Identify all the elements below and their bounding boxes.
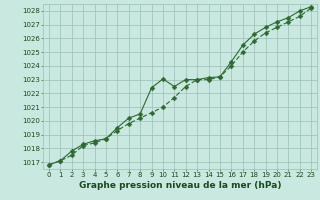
X-axis label: Graphe pression niveau de la mer (hPa): Graphe pression niveau de la mer (hPa) <box>79 181 281 190</box>
